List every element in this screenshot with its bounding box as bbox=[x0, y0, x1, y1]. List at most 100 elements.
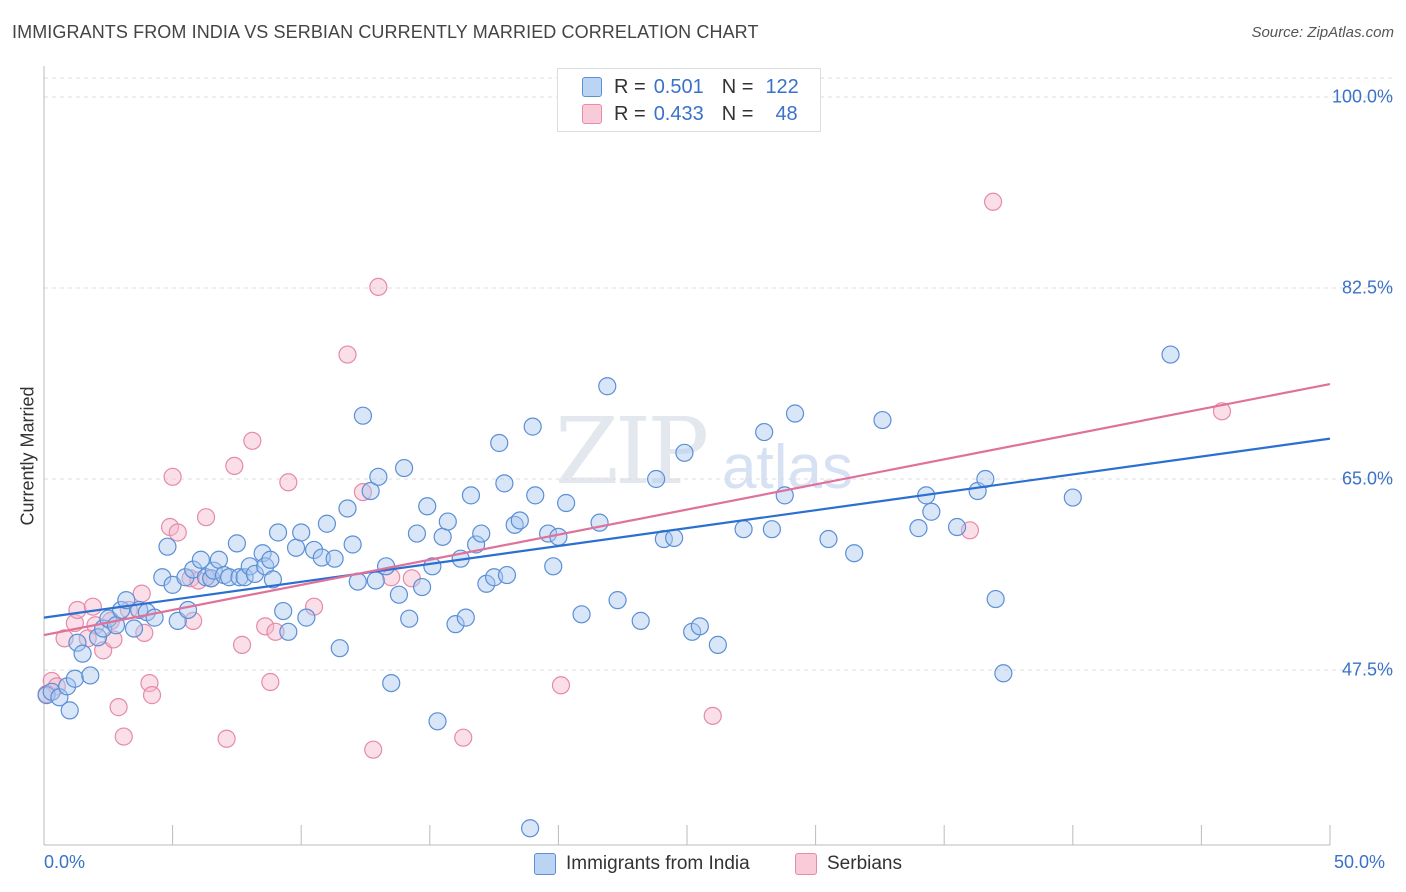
india-point bbox=[158, 537, 177, 556]
india-point bbox=[598, 377, 617, 396]
serbian-point bbox=[168, 523, 187, 542]
india-point bbox=[353, 406, 373, 425]
india-point bbox=[312, 548, 331, 567]
india-point bbox=[117, 591, 136, 610]
serbian-point bbox=[551, 676, 571, 695]
india-point bbox=[631, 611, 650, 630]
n-label: N = bbox=[721, 75, 754, 98]
serbian-point bbox=[454, 728, 473, 747]
y-tick-label: 65.0% bbox=[1341, 468, 1393, 489]
n-value: 48 bbox=[775, 102, 798, 125]
india-legend-swatch bbox=[534, 853, 556, 875]
india-point bbox=[986, 589, 1005, 609]
india-point bbox=[922, 502, 941, 521]
r-label: R = bbox=[614, 75, 646, 98]
india-point bbox=[394, 458, 414, 478]
india-point bbox=[755, 422, 774, 442]
india-point bbox=[909, 519, 928, 538]
serbian-point bbox=[109, 698, 128, 717]
india-point bbox=[433, 527, 452, 546]
stats-row-india: R = 0.501 N = 122 bbox=[582, 75, 799, 99]
india-point bbox=[297, 608, 316, 627]
india-point bbox=[68, 633, 87, 652]
india-point bbox=[304, 540, 324, 560]
serbian-point bbox=[132, 584, 151, 603]
india-point bbox=[65, 669, 84, 688]
india-point bbox=[472, 524, 491, 543]
india-point bbox=[191, 550, 210, 569]
india-point bbox=[176, 568, 195, 587]
india-point bbox=[325, 549, 344, 568]
india-point bbox=[608, 591, 627, 610]
india-point bbox=[361, 481, 380, 501]
india-point bbox=[88, 628, 108, 647]
india-point bbox=[369, 467, 388, 486]
y-axis-label: Currently Married bbox=[17, 386, 38, 526]
india-point bbox=[994, 664, 1013, 683]
india-point bbox=[343, 535, 362, 554]
india-point bbox=[873, 410, 892, 430]
india-point bbox=[947, 517, 967, 537]
y-tick-label: 82.5% bbox=[1341, 277, 1393, 298]
chart-title: IMMIGRANTS FROM INDIA VS SERBIAN CURRENT… bbox=[12, 22, 759, 42]
legend-label-serbians: Serbians bbox=[827, 853, 902, 874]
serbian-point bbox=[338, 345, 357, 364]
india-point bbox=[178, 600, 198, 620]
india-point bbox=[268, 523, 288, 542]
india-swatch bbox=[582, 77, 602, 97]
india-point bbox=[366, 571, 385, 590]
india-trend-line bbox=[43, 437, 1331, 619]
serbian-point bbox=[266, 622, 285, 641]
india-point bbox=[734, 520, 753, 539]
serbian-point bbox=[196, 508, 216, 527]
india-point bbox=[81, 666, 100, 685]
serbian-trend-line bbox=[43, 382, 1331, 637]
india-point bbox=[263, 570, 283, 589]
india-point bbox=[490, 433, 509, 453]
india-point bbox=[572, 605, 591, 624]
serbian-point bbox=[983, 192, 1003, 211]
india-point bbox=[438, 512, 457, 531]
india-point bbox=[407, 524, 427, 543]
y-tick-label: 100.0% bbox=[1331, 86, 1393, 107]
stats-legend: R = 0.501 N = 122 R = 0.433 N = 48 bbox=[557, 68, 821, 132]
india-point bbox=[497, 565, 517, 585]
n-label: N = bbox=[721, 102, 754, 125]
india-point bbox=[428, 712, 447, 731]
india-point bbox=[279, 622, 298, 641]
serbian-point bbox=[225, 456, 244, 476]
serbians-legend-swatch bbox=[795, 853, 817, 875]
legend-label-india: Immigrants from India bbox=[566, 853, 750, 874]
india-point bbox=[73, 644, 92, 663]
india-point bbox=[261, 550, 280, 569]
x-tick-label-max: 50.0% bbox=[1334, 852, 1386, 872]
r-value: 0.501 bbox=[653, 75, 704, 98]
india-point bbox=[521, 819, 540, 838]
india-point bbox=[60, 701, 79, 720]
legend-item-india[interactable]: Immigrants from India bbox=[534, 851, 750, 877]
india-point bbox=[819, 529, 838, 549]
india-point bbox=[338, 499, 357, 518]
india-point bbox=[292, 523, 311, 542]
india-point bbox=[526, 486, 545, 505]
serbian-point bbox=[114, 727, 133, 746]
serbian-point bbox=[353, 482, 373, 502]
source-label: Source: ZipAtlas.com bbox=[1251, 24, 1394, 41]
india-point bbox=[557, 493, 576, 513]
india-point bbox=[400, 609, 419, 628]
india-point bbox=[510, 511, 529, 530]
india-point bbox=[382, 673, 401, 693]
india-point bbox=[708, 635, 727, 654]
india-point bbox=[665, 528, 684, 548]
watermark-zip: ZIP bbox=[555, 398, 709, 505]
india-point bbox=[1161, 345, 1180, 364]
serbian-point bbox=[68, 600, 87, 620]
india-point bbox=[220, 568, 239, 587]
india-point bbox=[1063, 488, 1082, 507]
india-point bbox=[647, 469, 666, 489]
serbians-swatch bbox=[582, 104, 602, 124]
serbian-point bbox=[232, 635, 252, 654]
india-point bbox=[762, 520, 781, 539]
legend-item-serbians[interactable]: Serbians bbox=[795, 851, 902, 877]
india-point bbox=[286, 538, 306, 557]
